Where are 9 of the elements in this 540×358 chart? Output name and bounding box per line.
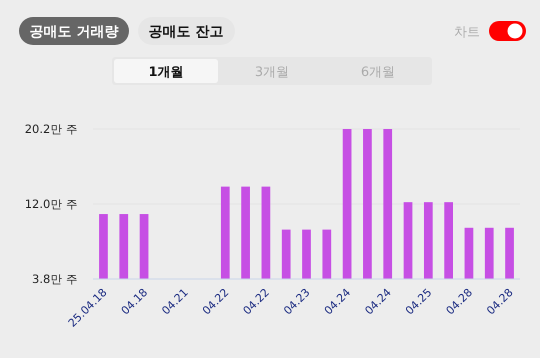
text: 3개월 bbox=[254, 65, 290, 80]
y-tick-label: 20.2만 주 bbox=[24, 122, 78, 136]
text: 공매도 잔고 bbox=[148, 24, 224, 40]
text: 공매도 거래량 bbox=[30, 24, 118, 40]
y-tick-label: 12.0만 주 bbox=[24, 197, 78, 212]
text: 차트 bbox=[454, 25, 480, 40]
text: 6개월 bbox=[360, 65, 396, 80]
y-tick-label: 3.8만 주 bbox=[32, 272, 78, 286]
text: 1개월 bbox=[148, 65, 184, 80]
